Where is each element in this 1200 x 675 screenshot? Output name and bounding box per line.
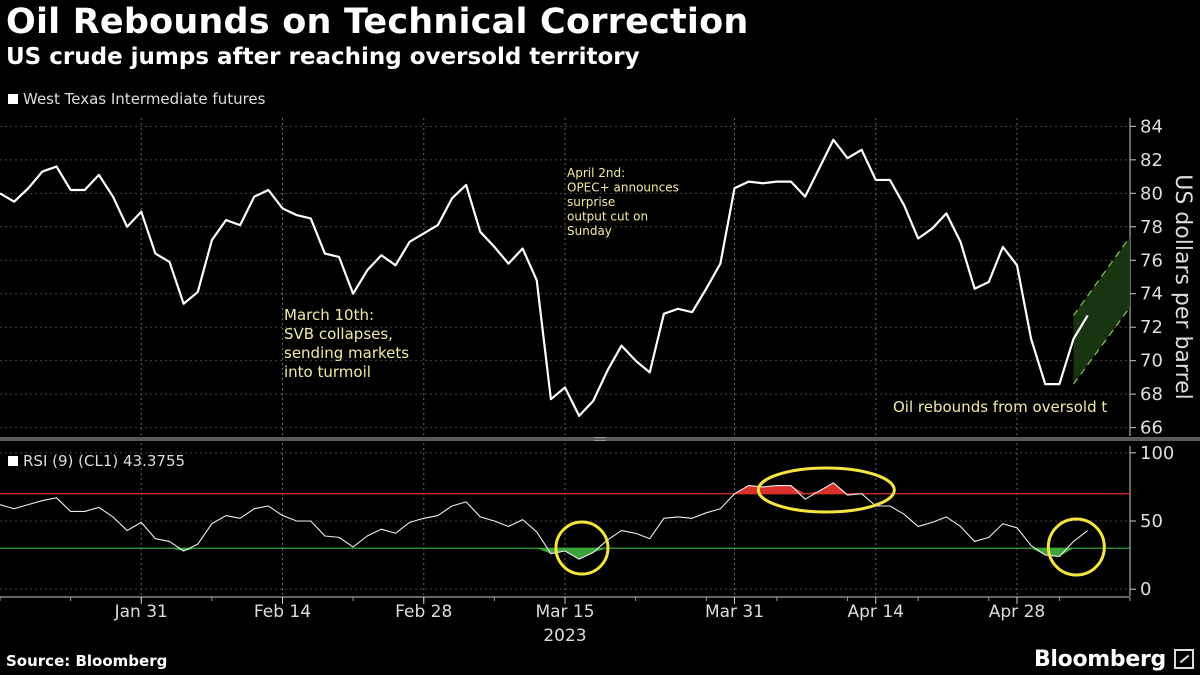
rsi-oversold-fill-2 [1031,548,1074,557]
annotation-svb-line-1: SVB collapses, [284,325,393,343]
x-tick-label-5: Apr 14 [848,602,904,622]
x-tick-label-1: Feb 14 [254,602,311,622]
wti-price-line [0,138,1089,418]
source-label: Source: Bloomberg [6,652,168,670]
price-ytick-1: 68 [1140,384,1163,405]
rsi-line [0,482,1088,560]
rsi-overbought-fill-0 [720,485,806,494]
chart-subtitle: US crude jumps after reaching oversold t… [6,44,640,70]
legend-swatch [8,94,18,104]
rsi-legend: RSI (9) (CL1) 43.3755 [8,452,185,470]
price-y-axis-label: US dollars per barrel [1170,174,1195,400]
rsi-legend-swatch [8,456,18,466]
annotation-opec-line-3: output cut on [567,210,648,224]
annotation-rebound: Oil rebounds from oversold t [893,398,1107,416]
annotation-svb-line-2: sending markets [284,344,409,362]
brand-logo: Bloomberg [1033,647,1166,672]
price-ytick-7: 80 [1140,183,1163,204]
highlight-circle-late-apr [1046,517,1106,577]
annotation-opec-line-0: April 2nd: [567,166,625,180]
rsi-ytick-2: 100 [1140,443,1174,464]
expand-chart-icon[interactable] [1174,649,1194,669]
annotation-opec-line-2: surprise [567,195,615,209]
x-tick-label-3: Mar 15 [535,602,594,622]
chart-title: Oil Rebounds on Technical Correction [6,2,749,42]
price-ytick-5: 76 [1140,250,1163,271]
legend-label: West Texas Intermediate futures [23,90,266,108]
annotation-svb-line-0: March 10th: [284,306,374,324]
highlight-ellipse-apr [756,466,896,514]
x-tick-label-0: Jan 31 [114,602,168,622]
annotation-opec-line-1: OPEC+ announces [567,181,679,195]
x-tick-label-6: Apr 28 [989,602,1045,622]
price-ytick-0: 66 [1140,418,1163,439]
rsi-overbought-fill-1 [805,482,848,494]
x-tick-label-4: Mar 31 [705,602,764,622]
price-ytick-3: 72 [1140,317,1163,338]
projection-upper [1073,236,1131,316]
highlight-circle-mar [554,520,610,576]
projection-cone [1073,236,1130,385]
price-ytick-2: 70 [1140,351,1163,372]
rsi-oversold-fill-0 [169,548,198,551]
price-ytick-6: 78 [1140,217,1163,238]
price-ytick-4: 74 [1140,284,1163,305]
x-year-label: 2023 [543,626,586,646]
x-tick-label-2: Feb 28 [395,602,452,622]
annotation-opec-line-4: Sunday [567,224,612,238]
price-legend: West Texas Intermediate futures [8,90,265,108]
rsi-ytick-0: 0 [1140,579,1151,600]
price-ytick-9: 84 [1140,116,1163,137]
rsi-legend-label: RSI (9) (CL1) 43.3755 [23,452,186,470]
rsi-ytick-1: 50 [1140,511,1163,532]
price-ytick-8: 82 [1140,150,1163,171]
rsi-oversold-fill-1 [536,548,608,560]
annotation-svb-line-3: into turmoil [284,363,371,381]
projection-lower [1073,306,1131,385]
